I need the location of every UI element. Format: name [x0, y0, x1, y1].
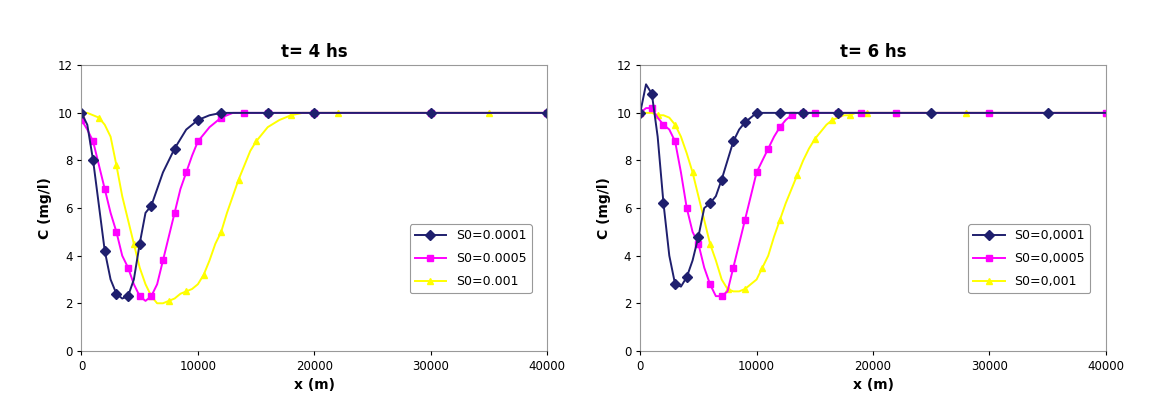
Y-axis label: C (mg/l): C (mg/l): [597, 177, 611, 239]
X-axis label: x (m): x (m): [852, 379, 894, 392]
Y-axis label: C (mg/l): C (mg/l): [38, 177, 52, 239]
Legend: S0=0.0001, S0=0.0005, S0=0.001: S0=0.0001, S0=0.0005, S0=0.001: [410, 224, 532, 293]
Title: t= 6 hs: t= 6 hs: [839, 43, 907, 61]
X-axis label: x (m): x (m): [293, 379, 335, 392]
Legend: S0=0,0001, S0=0,0005, S0=0,001: S0=0,0001, S0=0,0005, S0=0,001: [968, 224, 1091, 293]
Title: t= 4 hs: t= 4 hs: [281, 43, 348, 61]
